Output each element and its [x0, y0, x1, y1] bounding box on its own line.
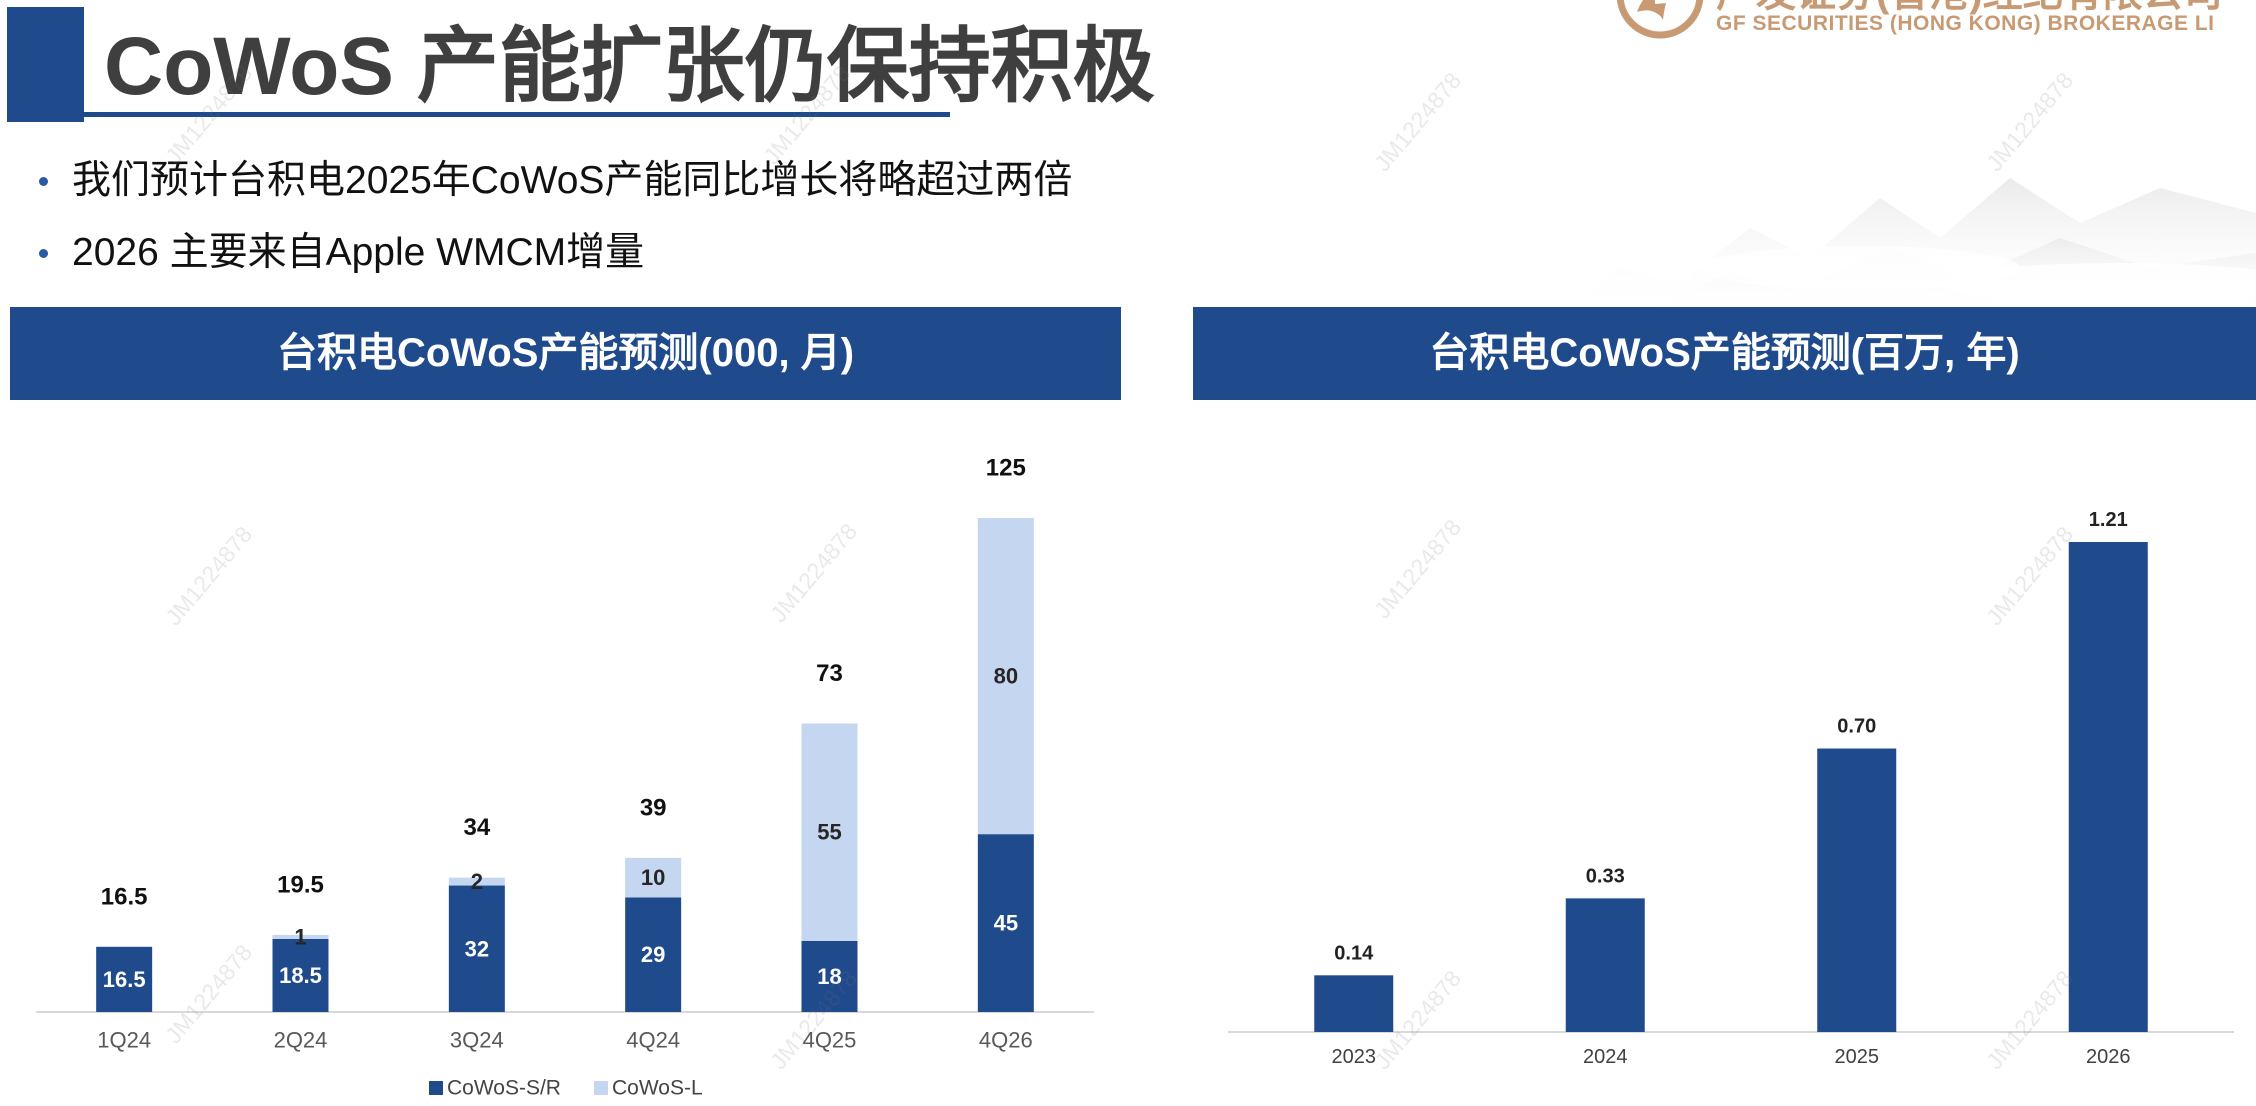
gf-logo-icon	[1616, 0, 1704, 39]
bar-2026	[2068, 542, 2148, 1032]
data-label-cowos-l: 55	[817, 820, 841, 845]
x-tick-label: 4Q26	[979, 1028, 1033, 1053]
data-label-cowos-l: 1	[294, 924, 306, 949]
data-label-cowos-s-r: 16.5	[103, 967, 146, 992]
total-label: 16.5	[101, 883, 148, 910]
bar-chart-annual: 0.14 2023 0.33 2024 0.70 2025 1.21 2026	[1228, 509, 2234, 1068]
bar-cowos-s-r-4q24	[625, 897, 682, 1012]
bar-cowos-l-2q24	[272, 934, 329, 939]
stacked-bar-chart-monthly: 16.5 16.5 1Q24 18.5 1 19.5 2Q24 32 2 34 3Q24 29 10 39…	[36, 455, 1094, 1100]
total-label: 125	[986, 455, 1026, 482]
x-tick-label: 2024	[1583, 1046, 1628, 1068]
bar-cowos-l-3q24	[448, 877, 505, 886]
data-label: 1.21	[2089, 509, 2128, 531]
data-label-cowos-l: 2	[471, 869, 483, 894]
x-tick-label: 2Q24	[274, 1028, 328, 1053]
bar-2025	[1817, 748, 1897, 1032]
page-title: CoWoS 产能扩张仍保持积极	[104, 21, 1155, 112]
x-tick-label: 4Q24	[626, 1028, 680, 1053]
x-tick-label: 1Q24	[97, 1028, 151, 1053]
x-tick-label: 2025	[1835, 1046, 1880, 1068]
chart-title-monthly-capacity: 台积电CoWoS产能预测(000, 月)	[10, 307, 1121, 400]
bullet-item: 我们预计台积电2025年CoWoS产能同比增长将略超过两倍	[0, 145, 1300, 217]
bar-cowos-s-r-4q26	[977, 834, 1034, 1012]
background-landscape	[1560, 178, 2256, 312]
total-label: 73	[816, 660, 843, 687]
total-label: 34	[463, 814, 490, 841]
logo-name-en: GF SECURITIES (HONG KONG) BROKERAGE LI	[1716, 12, 2215, 35]
legend-label-cowos-l: CoWoS-L	[612, 1077, 703, 1100]
title-accent-block	[7, 7, 84, 122]
title-underline	[84, 112, 950, 117]
chart-title-annual-capacity: 台积电CoWoS产能预测(百万, 年)	[1193, 307, 2256, 400]
total-label: 39	[640, 794, 667, 821]
bullet-dot-icon	[39, 177, 48, 186]
bullet-text: 我们预计台积电2025年CoWoS产能同比增长将略超过两倍	[72, 159, 1073, 202]
bar-cowos-l-4q26	[977, 518, 1034, 835]
data-label: 0.33	[1586, 865, 1625, 887]
x-tick-label: 4Q25	[803, 1028, 857, 1053]
bullet-dot-icon	[39, 249, 48, 258]
bullet-item: 2026 主要来自Apple WMCM增量	[0, 217, 1300, 289]
bar-cowos-s-r-1q24	[96, 946, 153, 1012]
total-label: 19.5	[277, 871, 324, 898]
x-tick-label: 2026	[2086, 1046, 2131, 1068]
bar-cowos-s-r-2q24	[272, 938, 329, 1012]
bar-cowos-s-r-4q25	[801, 940, 858, 1012]
data-label-cowos-s-r: 29	[641, 942, 665, 967]
bar-2023	[1314, 975, 1394, 1032]
x-tick-label: 3Q24	[450, 1028, 504, 1053]
data-label-cowos-s-r: 32	[465, 936, 489, 961]
data-label-cowos-l: 10	[641, 865, 665, 890]
bar-cowos-l-4q24	[625, 857, 682, 898]
bar-cowos-s-r-3q24	[448, 885, 505, 1012]
x-tick-label: 2023	[1332, 1046, 1377, 1068]
legend-swatch-cowos-s-r	[429, 1081, 443, 1095]
bar-2024	[1565, 898, 1645, 1032]
data-label: 0.70	[1837, 716, 1876, 738]
company-logo: 广发证券(香港)经纪有限公司 GF SECURITIES (HONG KONG)…	[1600, 0, 2256, 44]
bullet-text: 2026 主要来自Apple WMCM增量	[72, 231, 645, 274]
watermark: JM1224878	[1369, 67, 1467, 177]
logo-name-cn: 广发证券(香港)经纪有限公司	[1716, 0, 2223, 13]
data-label-cowos-s-r: 18.5	[279, 963, 322, 988]
data-label-cowos-s-r: 45	[994, 911, 1018, 936]
data-label: 0.14	[1334, 942, 1374, 964]
legend-label-cowos-s-r: CoWoS-S/R	[447, 1077, 561, 1100]
bar-cowos-l-4q25	[801, 723, 858, 941]
legend-swatch-cowos-l	[594, 1081, 608, 1095]
data-label-cowos-l: 80	[994, 664, 1018, 689]
bullet-list: 我们预计台积电2025年CoWoS产能同比增长将略超过两倍 2026 主要来自A…	[0, 145, 1300, 289]
data-label-cowos-s-r: 18	[817, 964, 841, 989]
